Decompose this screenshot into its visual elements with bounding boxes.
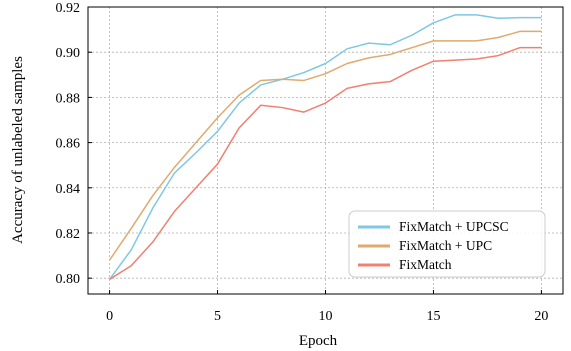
- x-axis-title: Epoch: [299, 333, 338, 349]
- y-tick-label: 0.90: [56, 46, 81, 61]
- y-tick-label: 0.82: [56, 227, 81, 242]
- legend-label-upcsc: FixMatch + UPCSC: [399, 219, 509, 234]
- legend-label-upc: FixMatch + UPC: [399, 238, 492, 253]
- x-tick-label: 15: [426, 309, 440, 324]
- y-tick-label: 0.80: [56, 272, 81, 287]
- x-tick-label: 20: [534, 309, 548, 324]
- series-line-upc: [108, 30, 542, 261]
- y-axis-title: Accuracy of unlabeled samples: [10, 56, 26, 244]
- x-tick-label: 10: [319, 309, 333, 324]
- legend: FixMatch + UPCSC FixMatch + UPC FixMatch: [348, 210, 546, 278]
- x-tick-label: 0: [106, 309, 113, 324]
- series-line-fixmatch: [109, 46, 542, 280]
- y-tick-label: 0.92: [56, 1, 81, 16]
- axis-ticks: 0 5 10 15 20 0.80 0.82 0.84 0.86 0.88 0.90 0.92: [56, 1, 549, 324]
- legend-box: [348, 210, 546, 278]
- legend-label-fixmatch: FixMatch: [399, 257, 452, 272]
- x-tick-label: 5: [214, 309, 221, 324]
- series-line-upcsc: [108, 14, 542, 280]
- plot-frame: [87, 6, 564, 295]
- y-tick-label: 0.84: [56, 182, 81, 197]
- series-lines: [108, 14, 542, 280]
- y-tick-label: 0.88: [56, 91, 81, 106]
- y-tick-label: 0.86: [56, 137, 81, 152]
